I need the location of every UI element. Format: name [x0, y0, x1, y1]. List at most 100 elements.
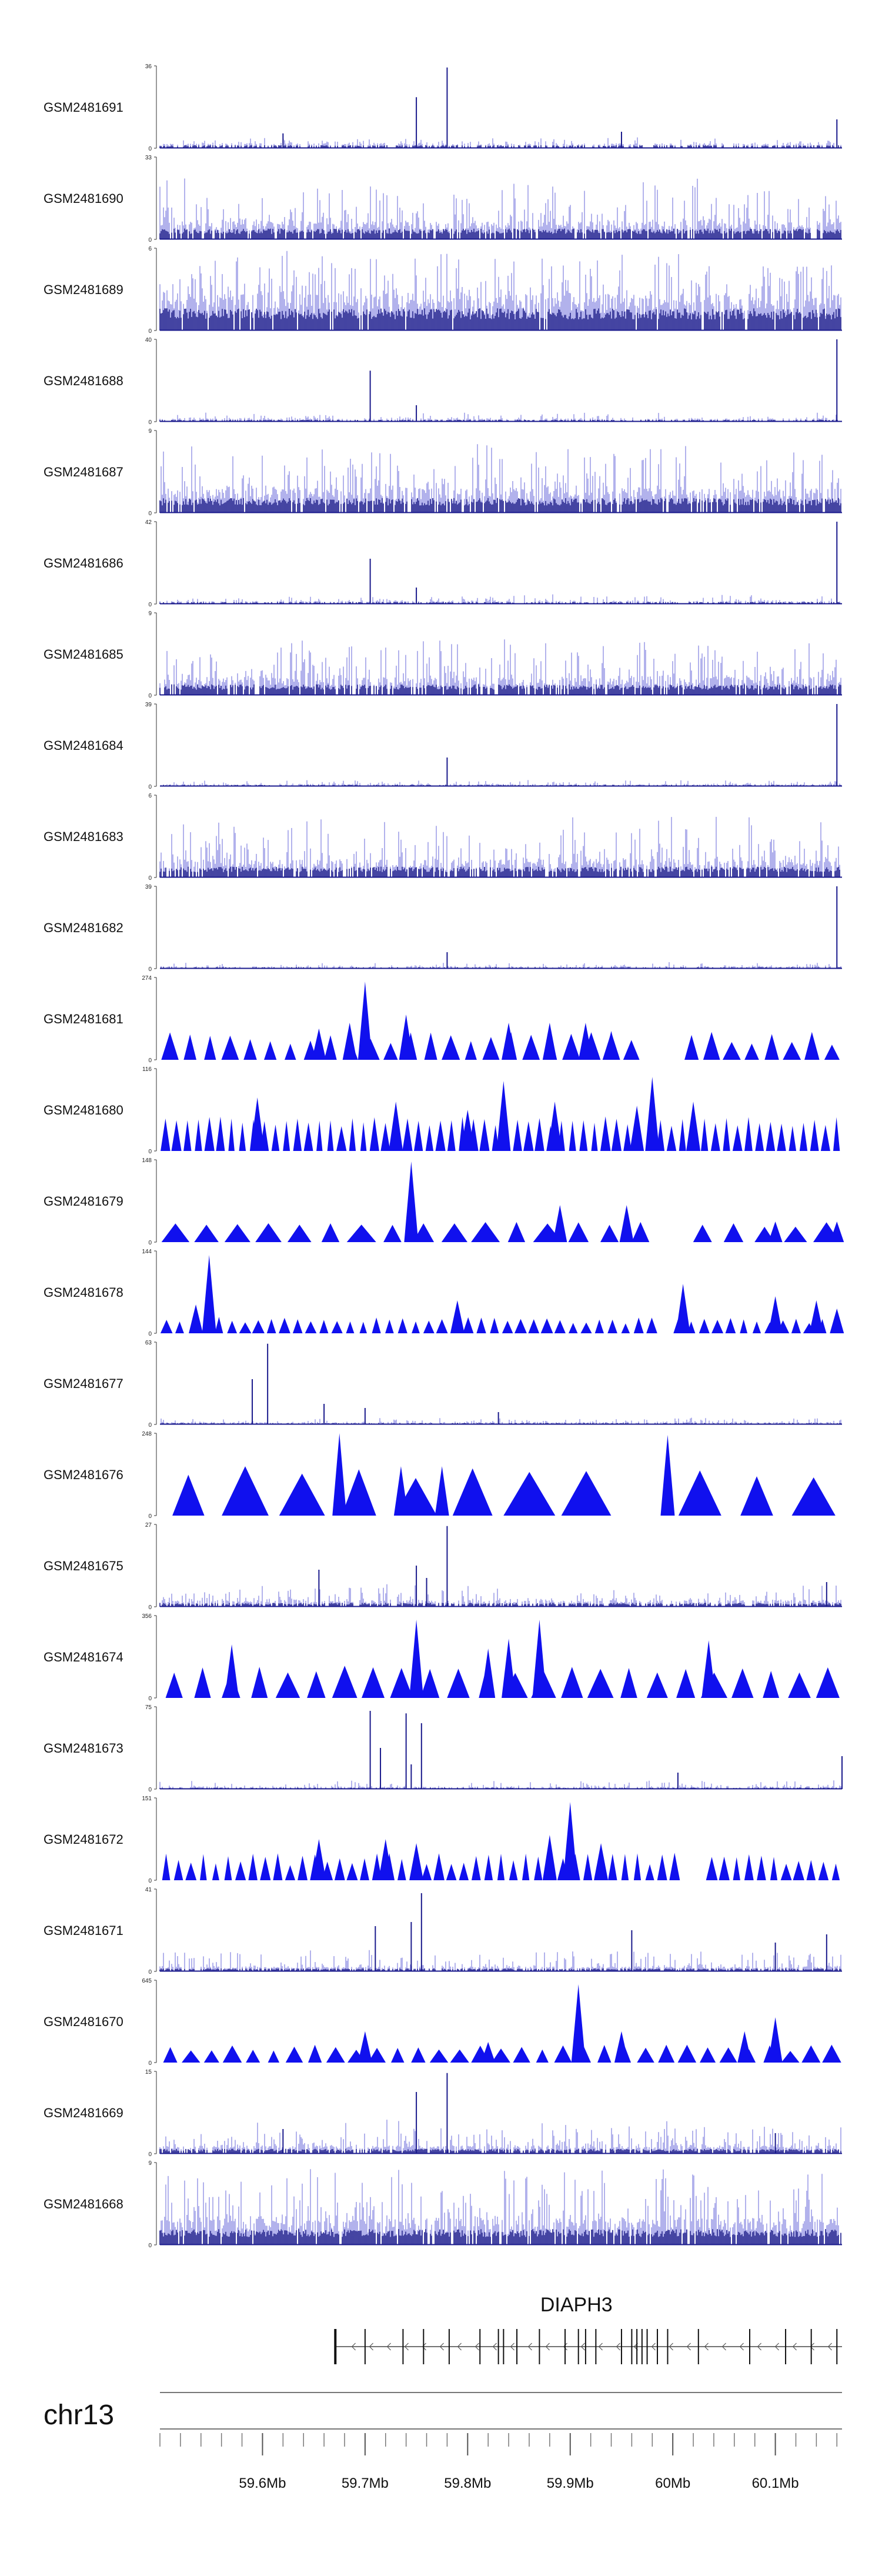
y-max-label: 9 [148, 428, 152, 435]
coverage-signal [159, 1950, 841, 1971]
track-GSM2481670: GSM2481670 645 0 [44, 1978, 841, 2067]
strand-chevron [439, 2343, 444, 2351]
signal-peak [768, 2017, 783, 2063]
signal-peak [676, 1284, 690, 1333]
coverage-signal-base [159, 498, 841, 513]
y-min-label: 0 [148, 875, 152, 882]
y-max-label: 274 [142, 975, 152, 982]
exon [577, 2329, 579, 2364]
track-GSM2481684: GSM2481684 39 0 [44, 702, 842, 790]
signal-peak [378, 1839, 393, 1880]
signal-peak [830, 1309, 844, 1333]
track-GSM2481682: GSM2481682 39 0 [44, 884, 842, 973]
signal-peak [250, 1097, 265, 1151]
coverage-signal-base [159, 308, 841, 331]
y-min-label: 0 [148, 237, 152, 243]
exon [749, 2329, 751, 2364]
exon [503, 2329, 505, 2364]
strand-chevron [598, 2343, 603, 2351]
track-GSM2481673: GSM2481673 75 0 [44, 1704, 843, 1793]
exon [497, 2329, 499, 2364]
strand-chevron [669, 2343, 673, 2351]
chromosome-label: chr13 [44, 2400, 114, 2431]
signal-peak [189, 1304, 203, 1333]
exon [785, 2329, 787, 2364]
strand-chevron [757, 2343, 761, 2351]
y-max-label: 42 [145, 519, 152, 526]
strand-chevron [369, 2343, 373, 2351]
track-label: GSM2481675 [44, 1559, 123, 1573]
signal-peak [404, 1161, 419, 1242]
signal-peak [202, 1255, 216, 1333]
y-min-label: 0 [148, 1969, 152, 1976]
y-min-label: 0 [148, 1422, 152, 1429]
coverage-signal [161, 1417, 841, 1424]
exon [423, 2329, 425, 2364]
track-GSM2481686: GSM2481686 42 0 [44, 519, 842, 608]
strand-chevron [810, 2343, 814, 2351]
exon [636, 2329, 638, 2364]
y-min-label: 0 [148, 510, 152, 517]
strand-chevron [616, 2343, 620, 2351]
coverage-signal-base [159, 866, 840, 877]
coverage-signal [159, 594, 840, 604]
y-max-label: 116 [142, 1066, 152, 1073]
strand-chevron [510, 2343, 514, 2351]
coverage-triangles [172, 1466, 836, 1516]
track-GSM2481689: GSM2481689 6 0 [44, 246, 842, 335]
coverage-triangles [161, 1116, 840, 1151]
axis-tick-label: 59.9Mb [547, 2475, 594, 2491]
strand-chevron [827, 2343, 832, 2351]
coverage-signal-base [159, 1603, 841, 1607]
strand-chevron [492, 2343, 497, 2351]
y-max-label: 75 [145, 1704, 152, 1711]
signal-peak [399, 1015, 413, 1060]
strand-chevron [404, 2343, 409, 2351]
track-label: GSM2481684 [44, 738, 123, 753]
axis-tick-label: 60Mb [655, 2475, 690, 2491]
y-min-label: 0 [148, 1878, 152, 1884]
y-min-label: 0 [148, 1057, 152, 1064]
signal-peak [737, 2031, 752, 2063]
track-label: GSM2481685 [44, 647, 123, 662]
y-max-label: 9 [148, 2160, 152, 2167]
track-label: GSM2481668 [44, 2197, 123, 2211]
signal-peak [563, 1802, 577, 1880]
track-GSM2481679: GSM2481679 148 0 [44, 1157, 844, 1246]
exon [631, 2329, 633, 2364]
strand-chevron [422, 2343, 426, 2351]
track-GSM2481674: GSM2481674 356 0 [44, 1613, 840, 1702]
signal-peak [542, 1023, 557, 1060]
signal-peak [450, 1300, 465, 1333]
exon [364, 2329, 366, 2364]
exon [595, 2329, 597, 2364]
coverage-signal-base [159, 228, 841, 239]
strand-chevron [721, 2343, 726, 2351]
signal-peak [768, 1222, 783, 1242]
coverage-signal [159, 178, 841, 239]
signal-peak [619, 1205, 634, 1242]
exon [657, 2329, 659, 2364]
y-min-label: 0 [148, 328, 152, 335]
exon [646, 2329, 648, 2364]
y-min-label: 0 [148, 602, 152, 608]
strand-chevron [527, 2343, 532, 2351]
track-label: GSM2481671 [44, 1923, 123, 1938]
signal-peak [393, 1466, 408, 1516]
signal-peak [553, 1205, 567, 1242]
signal-peak [571, 1984, 586, 2063]
track-GSM2481668: GSM2481668 9 0 [44, 2160, 842, 2249]
coverage-signal [159, 2120, 841, 2154]
track-GSM2481669: GSM2481669 15 0 [44, 2069, 842, 2158]
track-GSM2481683: GSM2481683 6 0 [44, 793, 842, 882]
track-label: GSM2481672 [44, 1832, 123, 1847]
y-min-label: 0 [148, 693, 152, 699]
track-label: GSM2481683 [44, 829, 123, 844]
signal-peak [701, 1640, 716, 1698]
signal-peak [409, 1843, 424, 1880]
exon [516, 2329, 518, 2364]
coverage-triangles [160, 1317, 840, 1333]
gene-track: DIAPH3 [334, 2294, 842, 2364]
exon [667, 2329, 669, 2364]
